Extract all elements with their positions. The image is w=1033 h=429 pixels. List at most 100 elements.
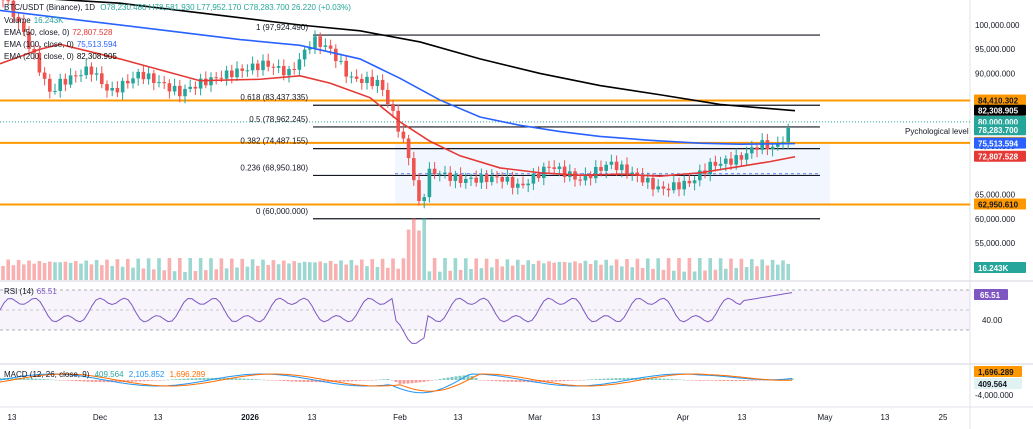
candle-body [687,180,692,184]
candle-body [193,86,198,89]
macd-histogram-bar [250,379,254,380]
signal-line [0,373,793,392]
macd-histogram-bar [70,380,74,381]
macd-histogram-bar [314,380,318,383]
candle-body [360,78,364,83]
macd-histogram-bar [282,380,286,382]
macd-histogram-bar [266,380,270,381]
fib-level-label: 0.382 (74,487.155) [240,137,308,146]
macd-histogram-bar [614,378,618,380]
macd-histogram-bar [154,380,158,381]
macd-histogram-bar [174,379,178,380]
macd-histogram-bar [178,378,182,380]
candle-body [422,197,426,201]
candle-body [510,176,515,188]
candle-body [698,170,702,181]
candle-body [365,76,369,83]
macd-histogram-bar [78,380,82,382]
macd-histogram-bar [458,375,462,380]
candle-body [126,80,130,84]
time-tick-label: Dec [93,413,107,422]
candle-body [230,70,234,78]
volume-bar [354,265,359,280]
time-tick-label: 13 [881,413,890,422]
volume-bar [308,262,312,280]
candle-body [162,82,166,84]
volume-bar [349,259,354,280]
candle-body [16,16,21,22]
macd-histogram-bar [594,379,598,380]
candle-body [625,164,629,175]
volume-bar [583,260,588,280]
volume-bar [718,258,723,280]
candle-body [141,71,146,80]
candle-body [760,140,764,150]
candle-body [110,87,114,91]
macd-histogram-bar [718,380,722,381]
volume-bar [422,218,426,280]
macd-histogram-bar [690,380,694,381]
volume-bar [412,218,416,280]
candle-body [287,68,291,76]
time-tick-label: 13 [308,413,317,422]
macd-histogram-bar [46,379,50,380]
volume-bar [27,260,31,280]
volume-bar [651,268,655,280]
macd-histogram-bar [650,378,654,380]
macd-histogram-bar [126,380,130,382]
volume-bar [22,264,26,280]
candle-body [490,176,494,183]
candle-body [432,168,437,175]
fib-level-label: 0 (60,000.000) [256,207,308,216]
volume-bar [646,258,650,280]
macd-histogram-bar [490,380,494,381]
macd-histogram-bar [590,379,594,380]
macd-histogram-bar [438,379,442,380]
macd-histogram-bar [378,379,382,381]
time-tick-label: 13 [154,413,163,422]
volume-bar [438,271,442,280]
macd-histogram-bar [522,380,526,383]
candle-body [42,72,47,79]
candle-body [635,172,640,176]
macd-histogram-bar [170,379,174,380]
volume-bar [380,258,385,280]
macd-histogram-bar [542,380,546,382]
volume-bar [32,263,36,280]
candle-body [672,182,676,191]
candle-body [178,85,182,97]
macd-histogram-bar [198,378,202,380]
candle-body [235,68,239,78]
volume-bar [313,262,317,280]
volume-bar [157,258,161,280]
macd-histogram-bar [90,380,94,382]
candle-body [100,73,104,85]
candle-body [256,63,260,71]
macd-histogram-bar [454,376,458,380]
volume-bar [162,270,166,280]
candle-body [172,85,177,92]
macd-histogram-bar [270,380,274,381]
volume-bar [713,269,718,280]
macd-histogram-bar [602,378,606,380]
macd-histogram-bar [510,380,514,382]
macd-histogram-bar [262,379,266,381]
volume-bar [6,259,10,280]
macd-histogram-bar [42,379,46,380]
volume-bar [89,264,94,280]
macd-histogram-bar [210,377,214,380]
macd-histogram-bar [406,380,410,384]
macd-histogram-bar [190,378,194,380]
macd-histogram-bar [246,378,250,380]
macd-histogram-bar [82,380,86,382]
candle-body [500,176,504,182]
volume-bar [53,262,57,280]
volume-bar [750,259,754,280]
candle-body [115,87,120,93]
candle-body [552,167,556,169]
candle-body [640,175,645,183]
candle-body [614,161,619,171]
volume-bar [266,265,270,280]
candle-body [776,143,780,147]
